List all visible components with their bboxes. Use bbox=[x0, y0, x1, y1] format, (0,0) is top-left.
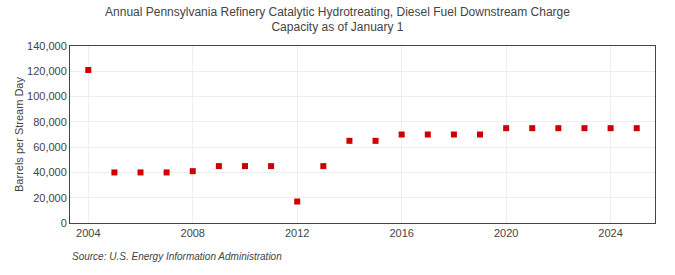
svg-text:2024: 2024 bbox=[598, 227, 622, 239]
svg-text:Annual Pennsylvania Refinery C: Annual Pennsylvania Refinery Catalytic H… bbox=[105, 5, 570, 35]
svg-text:120,000: 120,000 bbox=[27, 65, 67, 77]
svg-text:100,000: 100,000 bbox=[27, 90, 67, 102]
svg-text:140,000: 140,000 bbox=[27, 40, 67, 52]
svg-text:2020: 2020 bbox=[494, 227, 518, 239]
svg-text:2016: 2016 bbox=[389, 227, 413, 239]
svg-text:2008: 2008 bbox=[181, 227, 205, 239]
svg-text:0: 0 bbox=[61, 217, 67, 229]
svg-text:20,000: 20,000 bbox=[33, 192, 67, 204]
svg-text:60,000: 60,000 bbox=[33, 141, 67, 153]
svg-text:2012: 2012 bbox=[285, 227, 309, 239]
svg-text:80,000: 80,000 bbox=[33, 116, 67, 128]
svg-text:2004: 2004 bbox=[76, 227, 100, 239]
svg-text:Barrels per Stream Day: Barrels per Stream Day bbox=[13, 77, 25, 192]
svg-text:40,000: 40,000 bbox=[33, 166, 67, 178]
svg-text:Source: U.S. Energy Informatio: Source: U.S. Energy Information Administ… bbox=[72, 251, 282, 262]
